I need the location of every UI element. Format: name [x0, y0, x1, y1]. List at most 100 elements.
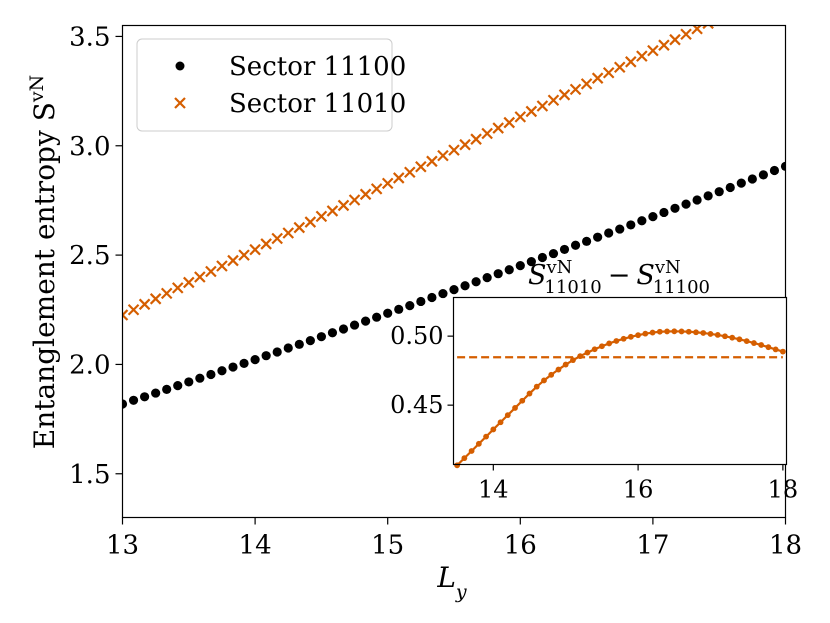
inset-x-tick-label: 18 [768, 476, 799, 504]
series-11010-point [392, 172, 405, 184]
y-axis-label-sup: vN [26, 75, 48, 103]
inset-y-tick-label: 0.45 [390, 391, 443, 419]
inset-x-tick-label: 14 [478, 476, 509, 504]
inset-title-minus: − [608, 260, 631, 291]
inset-difference-point [736, 336, 743, 343]
legend: Sector 11100 Sector 11010 [136, 38, 406, 132]
inset-difference-point [714, 332, 721, 338]
series-11010-point [282, 227, 295, 239]
series-11010-point [348, 194, 361, 206]
series-11010-point [160, 287, 173, 300]
series-11010-point [591, 72, 604, 84]
series-11100-point [570, 240, 581, 250]
series-11010-point [702, 25, 714, 30]
inset-title-s: S [636, 260, 655, 291]
series-11100-point [173, 381, 183, 391]
inset-difference-point [454, 462, 461, 469]
series-11010-point [747, 0, 757, 6]
inset-difference-point [591, 346, 598, 353]
inset-difference-point [533, 383, 540, 390]
inset-difference-point [685, 328, 692, 335]
x-tick-label: 14 [239, 531, 272, 561]
legend-label-sector-11010: Sector 11010 [229, 89, 406, 119]
inset-difference-point [504, 412, 511, 418]
y-tick-label: 2.0 [69, 350, 110, 380]
series-11010-point [725, 7, 735, 17]
inset-difference-point [649, 329, 656, 336]
series-11100-point [162, 384, 172, 394]
series-11010-point [149, 293, 162, 305]
inset-difference-point [656, 328, 663, 335]
series-11010-point [558, 89, 571, 101]
inset-difference-point [707, 331, 714, 337]
inset-x-tick-label: 16 [623, 476, 654, 504]
series-11010-point [260, 238, 272, 250]
series-11010-point [315, 210, 328, 223]
series-11010-point [127, 303, 140, 316]
series-11100-point [604, 228, 614, 238]
inset-title-sub-a: 11010 [544, 277, 601, 298]
series-11010-point [238, 249, 250, 261]
series-11100-point [537, 252, 548, 263]
legend-marker-sector-11010 [174, 97, 186, 109]
series-11010-point [381, 177, 394, 190]
inset-difference-point [729, 334, 736, 341]
inset-difference-point [599, 343, 605, 350]
series-11010-point [404, 166, 416, 179]
series-11010-point [536, 100, 549, 112]
series-11010-point [492, 122, 504, 134]
x-tick-label: 17 [636, 531, 669, 561]
series-11100-point [504, 265, 514, 275]
series-11100-point [416, 296, 426, 307]
series-11100-point [122, 399, 128, 409]
y-tick-label: 1.5 [69, 460, 110, 490]
series-11100-point [394, 304, 404, 314]
series-11010-point [426, 155, 438, 168]
legend-label-sector-11100: Sector 11100 [229, 52, 406, 82]
series-11100-point [460, 281, 470, 291]
series-11100-point [283, 343, 293, 353]
y-tick-label: 2.5 [69, 241, 110, 271]
inset-title: SvN 11010− SvN 11100 [528, 257, 710, 298]
inset-difference-line [456, 330, 784, 467]
series-11010-point [613, 61, 626, 74]
series-11100-point [493, 269, 503, 279]
inset-difference-point [779, 348, 786, 355]
main-axes: 13 14 15 16 17 18 1.5 2.0 2.5 3.0 3.5 [69, 22, 802, 560]
series-11010-point [205, 265, 217, 278]
series-11100-point [250, 355, 260, 365]
inset-plot-marks [454, 328, 786, 469]
series-11010-point [337, 199, 350, 212]
inset-difference-point [461, 455, 468, 462]
series-11100-point [582, 236, 592, 246]
series-11100-point [703, 191, 713, 201]
inset-difference-point [584, 349, 591, 356]
x-axis-label-sub: y [455, 581, 467, 603]
series-11010-point [271, 232, 283, 245]
inset-difference-point [671, 328, 678, 335]
series-11100-point [670, 203, 680, 213]
inset-difference-point [562, 361, 569, 368]
series-11100-point [780, 161, 786, 171]
series-11010-point [503, 116, 516, 129]
inset-title-sub-b: 11100 [653, 277, 710, 298]
series-11100-point [349, 320, 360, 330]
series-11010-point [669, 33, 681, 46]
inset-difference-point [664, 328, 670, 335]
series-11100-point [361, 316, 371, 326]
series-11010-point [227, 254, 239, 267]
series-11100-point [515, 260, 525, 271]
inset-difference-point [751, 340, 757, 346]
series-11010-point [758, 0, 768, 1]
legend-box [136, 38, 393, 132]
series-11100-point [559, 244, 570, 255]
inset-difference-point [758, 342, 765, 348]
series-11100-point [747, 174, 757, 184]
series-11010-point [636, 50, 648, 62]
inset-difference-point [678, 328, 685, 335]
legend-marker-sector-11100 [175, 61, 185, 71]
series-11010-point [470, 133, 482, 145]
series-11100-point [725, 182, 735, 193]
inset-difference-point [772, 346, 779, 353]
